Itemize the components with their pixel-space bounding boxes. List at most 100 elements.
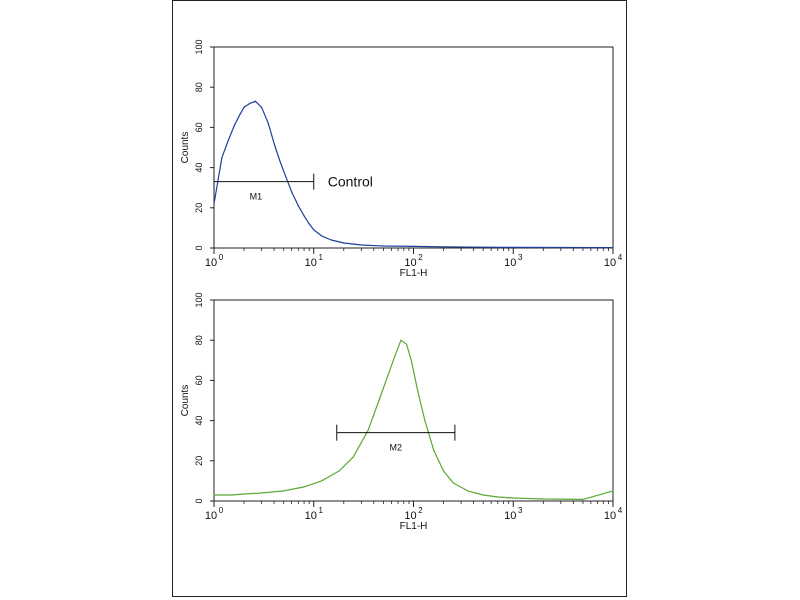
x-tick-label-base: 10 <box>305 510 317 522</box>
histogram-point <box>512 497 514 499</box>
y-tick-label: 100 <box>194 39 204 54</box>
histogram-point <box>221 156 223 159</box>
y-tick-label: 60 <box>194 375 204 385</box>
histogram-point <box>343 242 345 244</box>
histogram-point <box>279 160 281 163</box>
y-tick-label: 40 <box>194 416 204 426</box>
histogram-point <box>394 355 396 357</box>
histogram-point <box>433 450 435 452</box>
histogram-point <box>612 490 614 492</box>
histogram-point <box>213 203 215 205</box>
marker-gate-label: M2 <box>390 443 403 453</box>
histogram-point <box>612 246 614 249</box>
x-tick-label-exponent: 2 <box>418 253 423 262</box>
histogram-point <box>360 244 362 246</box>
y-tick-label: 60 <box>194 122 204 132</box>
y-tick-label: 40 <box>194 163 204 173</box>
x-tick-label-exponent: 3 <box>518 506 523 515</box>
y-tick-label: 20 <box>194 203 204 213</box>
y-tick-label: 0 <box>194 498 204 503</box>
y-tick-label: 80 <box>194 335 204 345</box>
histogram-point <box>338 470 340 472</box>
histogram-point <box>512 246 514 248</box>
histogram-point <box>321 480 323 482</box>
x-tick-label-exponent: 0 <box>219 506 224 515</box>
x-tick-label-base: 10 <box>404 257 416 269</box>
histogram-point <box>467 490 469 492</box>
histogram-point <box>243 493 245 495</box>
histogram-point <box>497 496 499 498</box>
histogram-point <box>424 420 426 422</box>
histogram-point <box>387 375 389 377</box>
plot-area-2 <box>213 299 614 502</box>
x-tick-label-base: 10 <box>504 257 516 269</box>
histogram-point <box>308 223 310 225</box>
histogram-point <box>260 492 263 494</box>
y-tick-label: 0 <box>194 245 204 250</box>
y-tick-label: 20 <box>194 456 204 466</box>
y-axis-label: Counts <box>180 132 191 164</box>
histogram-point <box>273 142 275 145</box>
x-tick-label-exponent: 2 <box>418 506 423 515</box>
x-tick-label-base: 10 <box>604 510 616 522</box>
histogram-point <box>452 482 454 484</box>
histogram-point <box>410 359 412 361</box>
histogram-point <box>542 498 544 500</box>
figure-frame <box>172 0 627 597</box>
histogram-point <box>482 246 484 248</box>
histogram-point <box>582 498 584 500</box>
histogram-point <box>230 494 233 496</box>
x-tick-label-base: 10 <box>305 257 317 269</box>
histogram-point <box>378 399 380 402</box>
histogram-point <box>303 486 305 488</box>
histogram-point <box>321 235 323 237</box>
x-tick-label-exponent: 1 <box>319 253 324 262</box>
x-axis-label: FL1-H <box>400 521 428 532</box>
histogram-point <box>482 494 484 496</box>
histogram-point <box>267 122 269 124</box>
histogram-point <box>243 106 245 108</box>
histogram-point <box>442 470 445 472</box>
histogram-line-1 <box>213 100 614 249</box>
histogram-line-2 <box>214 339 614 500</box>
y-axis-label: Counts <box>180 385 191 417</box>
histogram-point <box>213 494 215 496</box>
annotation-control: Control <box>328 174 373 190</box>
histogram-point <box>260 106 263 108</box>
x-tick-label-exponent: 4 <box>618 253 623 262</box>
marker-gate-label: M1 <box>250 192 263 202</box>
histogram-point <box>352 456 355 458</box>
histogram-point <box>283 490 285 492</box>
x-tick-label-exponent: 0 <box>219 253 224 262</box>
y-tick-label: 80 <box>194 82 204 92</box>
histogram-point <box>291 191 293 193</box>
y-tick-label: 100 <box>194 292 204 307</box>
histogram-point <box>405 343 408 345</box>
x-tick-label-base: 10 <box>205 510 217 522</box>
plot-area-1 <box>213 46 614 249</box>
histogram-point <box>233 124 235 126</box>
histogram-point <box>227 138 230 141</box>
histogram-point <box>417 389 419 392</box>
histogram-point <box>330 239 332 241</box>
histogram-point <box>442 246 445 248</box>
histogram-point <box>313 229 315 231</box>
histogram-point <box>249 102 251 104</box>
x-tick-label-exponent: 1 <box>319 506 324 515</box>
x-axis-label: FL1-H <box>400 268 428 279</box>
x-tick-label-base: 10 <box>604 257 616 269</box>
histogram-point <box>367 430 369 432</box>
histogram-point <box>238 114 241 116</box>
x-tick-label-exponent: 4 <box>618 506 623 515</box>
histogram-point <box>382 245 385 247</box>
histogram-point <box>217 179 219 181</box>
x-tick-label-base: 10 <box>504 510 516 522</box>
x-tick-label-base: 10 <box>404 510 416 522</box>
histogram-point <box>254 100 256 102</box>
histogram-point <box>412 245 415 247</box>
histogram-point <box>297 205 299 207</box>
x-tick-label-base: 10 <box>205 257 217 269</box>
histogram-point <box>400 339 402 341</box>
histogram-point <box>303 215 305 217</box>
